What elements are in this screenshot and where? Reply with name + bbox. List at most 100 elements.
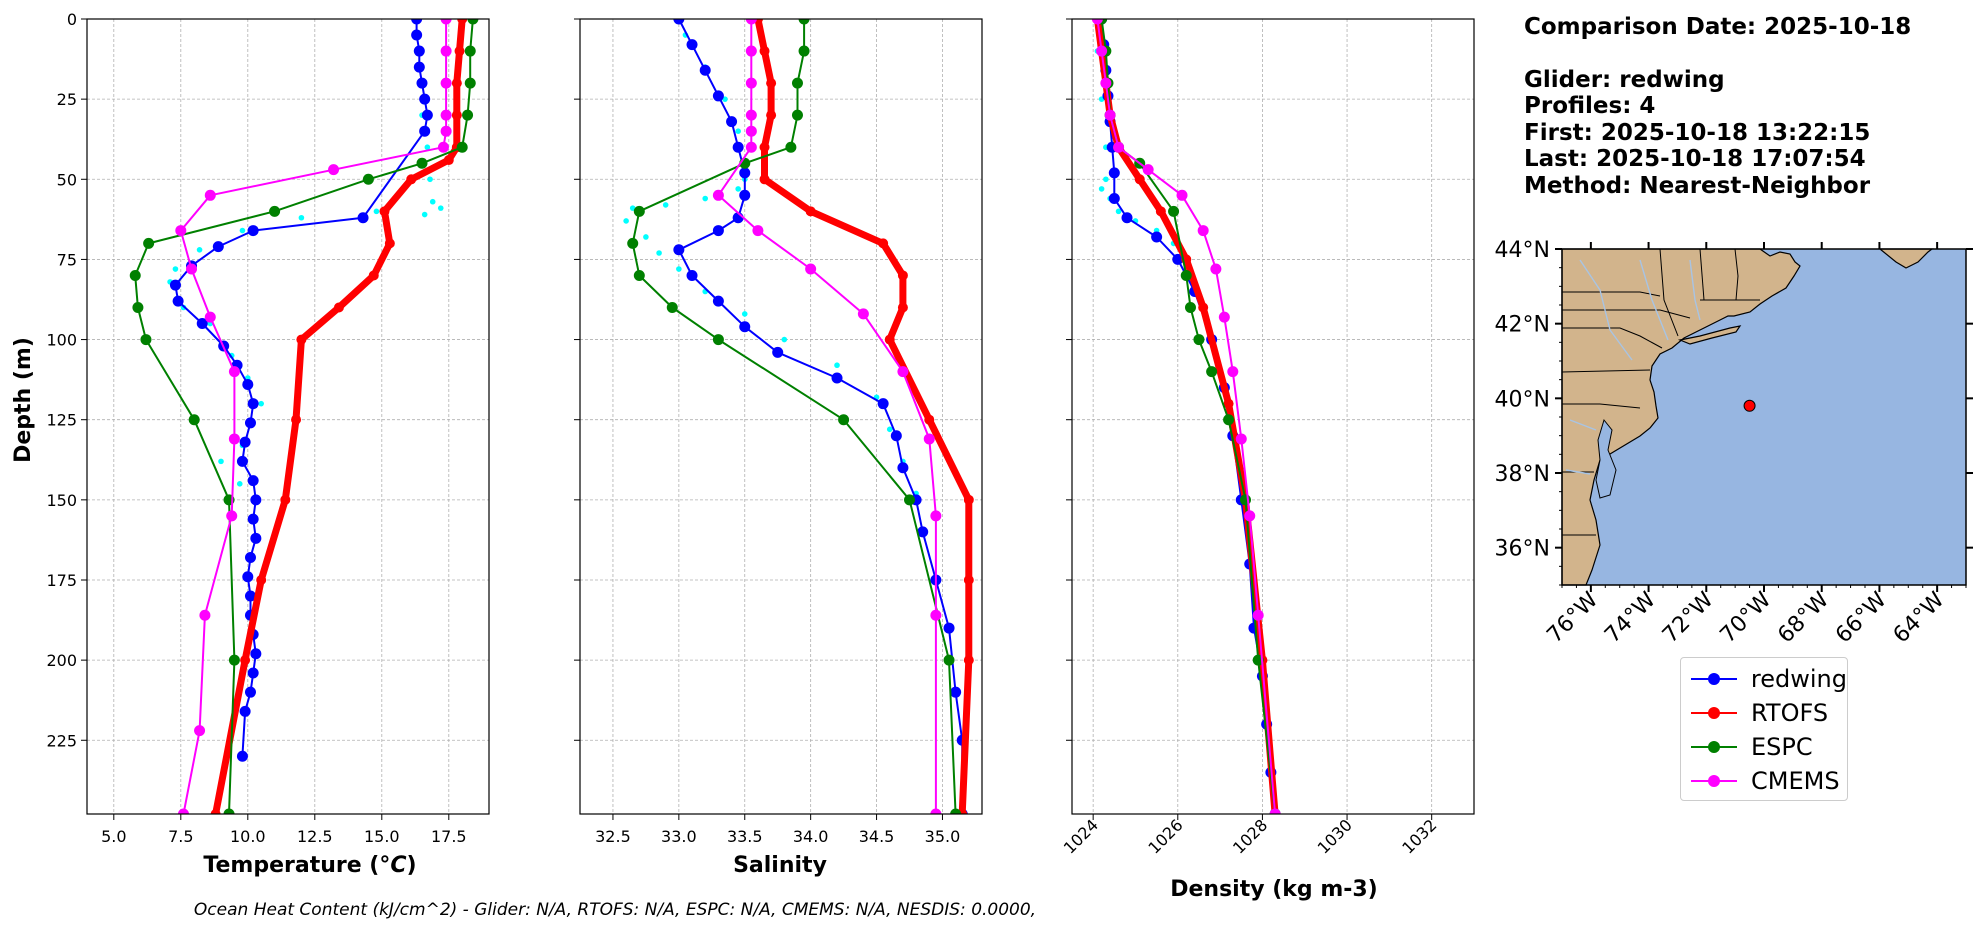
panel-salinity: 32.5 33.0 33.5 34.0 34.5 35.0 <box>574 18 983 846</box>
data-point <box>1210 263 1222 275</box>
density-axis-label: Density (kg m-3) <box>1170 877 1378 902</box>
data-point <box>379 206 390 217</box>
comparison-date: Comparison Date: 2025-10-18 <box>1524 14 1912 40</box>
scatter-point <box>702 195 709 202</box>
data-point <box>247 667 259 679</box>
data-point <box>247 475 259 487</box>
legend-item-redwing: redwing <box>1681 662 1847 696</box>
x-tick-label: 7.5 <box>168 827 193 846</box>
location-map: 44°N 42°N 40°N 38°N 36°N 76°W74°W72°W70°W68°W… <box>1495 238 1973 648</box>
scatter-point <box>676 266 682 272</box>
map-state-borders <box>1561 248 1760 536</box>
y-tick-label: 100 <box>46 331 77 350</box>
scatter-redwing-profiles <box>167 48 444 503</box>
last-profile-time: Last: 2025-10-18 17:07:54 <box>1524 146 1866 172</box>
plot-area <box>1091 19 1281 814</box>
y-tick-label: 175 <box>46 571 77 590</box>
data-point <box>240 655 251 666</box>
data-point <box>228 433 240 445</box>
first-profile-time: First: 2025-10-18 13:22:15 <box>1524 119 1871 146</box>
scatter-point <box>218 458 224 465</box>
data-point <box>1180 269 1192 281</box>
data-point <box>464 77 476 89</box>
y-tick-label: 50 <box>57 170 77 189</box>
x-tick-label: 5.0 <box>101 827 126 846</box>
data-point <box>411 19 423 25</box>
data-point <box>686 269 698 281</box>
data-point <box>177 808 189 814</box>
data-point <box>1134 174 1145 185</box>
data-point <box>244 552 256 564</box>
data-point <box>421 109 433 121</box>
series-line <box>1100 19 1277 814</box>
data-point <box>250 532 262 544</box>
data-point <box>712 90 724 102</box>
x-tick-label: 33.0 <box>661 827 697 846</box>
scatter-point <box>427 176 433 183</box>
data-point <box>223 808 235 814</box>
scatter-point <box>421 211 428 218</box>
data-point <box>236 455 248 467</box>
legend-item-cmems: CMEMS <box>1681 764 1847 798</box>
x-tick-label: 33.5 <box>727 827 763 846</box>
data-point <box>328 164 340 176</box>
series-line <box>179 19 448 814</box>
data-point <box>877 398 889 410</box>
data-point <box>440 109 452 121</box>
legend-label: CMEMS <box>1751 767 1840 795</box>
data-point <box>416 157 428 169</box>
data-point <box>963 655 974 666</box>
data-point <box>280 494 291 505</box>
scatter-point <box>735 186 741 192</box>
data-point <box>451 110 462 121</box>
data-point <box>1198 302 1209 313</box>
data-point <box>1142 164 1154 176</box>
legend-label: redwing <box>1750 665 1847 693</box>
data-point <box>419 93 431 105</box>
data-point <box>917 526 929 538</box>
data-point <box>188 414 200 426</box>
map-land <box>1561 248 1801 586</box>
data-point <box>416 77 428 89</box>
series-redwing <box>673 19 968 814</box>
data-point <box>739 167 751 179</box>
scatter-point <box>1098 186 1105 192</box>
data-point <box>196 318 208 330</box>
plot-area <box>129 19 479 814</box>
series-espc <box>1096 19 1281 814</box>
data-point <box>269 205 281 217</box>
data-point <box>368 270 379 281</box>
legend-label: RTOFS <box>1751 699 1829 727</box>
data-point <box>627 237 639 249</box>
scatter-point <box>373 208 380 215</box>
data-point <box>732 141 744 153</box>
scatter-point <box>424 144 431 151</box>
data-point <box>930 808 942 814</box>
series-cmems <box>712 19 942 814</box>
data-point <box>464 45 476 57</box>
data-point <box>1172 253 1184 265</box>
data-point <box>745 77 757 89</box>
data-point <box>236 750 248 762</box>
data-point <box>1108 167 1120 179</box>
ocean-heat-content-caption: Ocean Heat Content (kJ/cm^2) - Glider: N… <box>193 900 1037 920</box>
data-point <box>242 378 254 390</box>
glider-location-marker <box>1743 399 1756 412</box>
data-point <box>1244 510 1256 522</box>
data-point <box>204 189 216 201</box>
ticks: 32.5 33.0 33.5 34.0 34.5 35.0 <box>574 18 960 846</box>
panel-density: 1024 1026 1028 1030 1032 <box>1060 18 1475 858</box>
data-point <box>785 141 797 153</box>
data-point <box>129 269 141 281</box>
data-point <box>712 334 724 346</box>
data-point <box>897 366 909 378</box>
data-point <box>745 141 757 153</box>
data-point <box>831 372 843 384</box>
data-point <box>1206 366 1218 378</box>
x-tick-label: 1026 <box>1144 815 1186 857</box>
data-point <box>805 206 816 217</box>
series-rtofs <box>752 19 974 814</box>
scatter-point <box>623 218 629 224</box>
data-point <box>739 321 751 333</box>
